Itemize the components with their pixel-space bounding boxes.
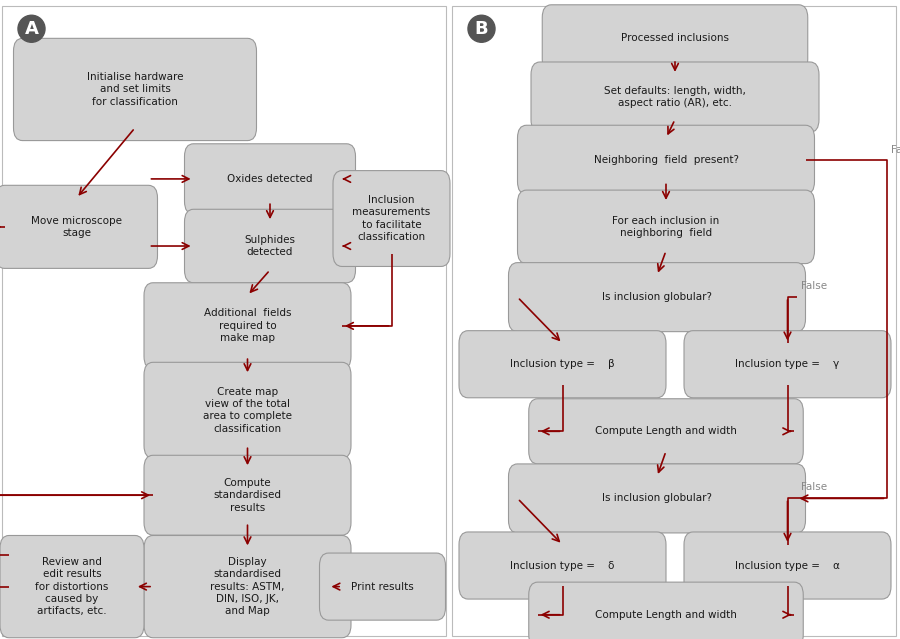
Text: Inclusion type =    β: Inclusion type = β (510, 359, 615, 369)
FancyBboxPatch shape (542, 4, 808, 72)
Text: For each inclusion in
neighboring  field: For each inclusion in neighboring field (612, 215, 720, 238)
FancyBboxPatch shape (518, 190, 814, 263)
FancyBboxPatch shape (184, 210, 356, 282)
FancyBboxPatch shape (144, 455, 351, 535)
FancyBboxPatch shape (320, 553, 446, 620)
FancyBboxPatch shape (14, 38, 256, 141)
Text: Compute Length and width: Compute Length and width (595, 426, 737, 436)
Text: B: B (474, 20, 489, 38)
Text: Set defaults: length, width,
aspect ratio (AR), etc.: Set defaults: length, width, aspect rati… (604, 86, 746, 109)
Text: Processed inclusions: Processed inclusions (621, 33, 729, 43)
Text: Print results: Print results (351, 581, 414, 592)
Text: Oxides detected: Oxides detected (227, 174, 313, 184)
FancyBboxPatch shape (0, 535, 144, 638)
FancyBboxPatch shape (184, 144, 356, 214)
Text: Compute Length and width: Compute Length and width (595, 610, 737, 620)
FancyBboxPatch shape (508, 464, 806, 533)
FancyBboxPatch shape (684, 532, 891, 599)
FancyBboxPatch shape (459, 532, 666, 599)
Text: Inclusion type =    α: Inclusion type = α (735, 560, 840, 571)
Text: False: False (801, 482, 827, 492)
FancyBboxPatch shape (144, 282, 351, 369)
FancyBboxPatch shape (0, 185, 158, 268)
FancyBboxPatch shape (529, 582, 803, 639)
Text: Display
standardised
results: ASTM,
DIN, ISO, JK,
and Map: Display standardised results: ASTM, DIN,… (211, 557, 284, 617)
Text: Inclusion
measurements
to facilitate
classification: Inclusion measurements to facilitate cla… (353, 195, 430, 242)
FancyBboxPatch shape (529, 399, 803, 464)
Text: Create map
view of the total
area to complete
classification: Create map view of the total area to com… (203, 387, 292, 434)
Text: Move microscope
stage: Move microscope stage (31, 215, 122, 238)
FancyBboxPatch shape (144, 535, 351, 638)
Text: Initialise hardware
and set limits
for classification: Initialise hardware and set limits for c… (86, 72, 184, 107)
Text: Neighboring  field  present?: Neighboring field present? (593, 155, 739, 165)
FancyBboxPatch shape (333, 171, 450, 266)
Text: Compute
standardised
results: Compute standardised results (213, 478, 282, 512)
Text: False: False (891, 145, 900, 155)
Text: Sulphides
detected: Sulphides detected (245, 235, 295, 258)
FancyBboxPatch shape (508, 263, 806, 332)
Text: False: False (801, 281, 827, 291)
FancyBboxPatch shape (144, 362, 351, 458)
Text: Inclusion type =    δ: Inclusion type = δ (510, 560, 615, 571)
FancyBboxPatch shape (459, 331, 666, 397)
Text: Is inclusion globular?: Is inclusion globular? (602, 292, 712, 302)
Text: Inclusion type =    γ: Inclusion type = γ (735, 359, 840, 369)
Text: Is inclusion globular?: Is inclusion globular? (602, 493, 712, 504)
FancyBboxPatch shape (684, 331, 891, 397)
Text: Review and
edit results
for distortions
caused by
artifacts, etc.: Review and edit results for distortions … (35, 557, 109, 617)
Text: Additional  fields
required to
make map: Additional fields required to make map (203, 309, 292, 343)
FancyBboxPatch shape (518, 125, 814, 194)
Text: A: A (24, 20, 39, 38)
FancyBboxPatch shape (531, 62, 819, 132)
